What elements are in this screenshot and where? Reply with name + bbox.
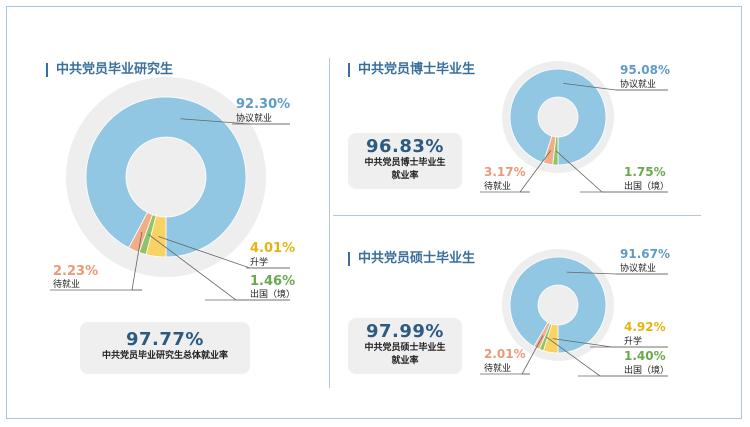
slice-employed: [509, 68, 607, 166]
data-label-abroad: 1.46%: [250, 274, 295, 289]
category-label-abroad: 出国（境）: [250, 288, 295, 300]
summary-box-doctoral: 96.83% 中共党员博士毕业生 就业率: [348, 133, 462, 189]
summary-label-doctoral-line1: 中共党员博士毕业生: [364, 158, 446, 168]
summary-rate-master: 97.99%: [366, 321, 444, 342]
donut-master: 91.67%协议就业 4.92%升学 1.40%出国（境） 2.01%待就业: [480, 247, 670, 377]
slice-employed: [85, 96, 247, 258]
summary-label-graduate: 中共党员毕业研究生总体就业率: [101, 351, 228, 361]
donut-graduate: 92.30%协议就业 4.01%升学 1.46%出国（境） 2.23%待就业: [50, 77, 295, 301]
data-label-employed: 92.30%: [236, 97, 290, 112]
outer-frame: [6, 6, 742, 419]
slice-pending: [128, 211, 154, 253]
category-label-abroad: 出国（境）: [624, 180, 669, 192]
summary-box-graduate: 97.77% 中共党员毕业研究生总体就业率: [80, 322, 250, 374]
category-label-pending: 待就业: [484, 180, 511, 192]
summary-rate-graduate: 97.77%: [126, 329, 204, 350]
category-label-further_study: 升学: [624, 335, 642, 347]
category-label-employed: 协议就业: [620, 78, 656, 90]
data-label-pending: 3.17%: [484, 165, 526, 179]
data-label-further_study: 4.92%: [624, 320, 666, 334]
data-label-employed: 95.08%: [620, 63, 670, 77]
category-label-pending: 待就业: [53, 278, 80, 290]
chart-title-doctoral: 中共党员博士毕业生: [348, 63, 475, 77]
summary-label-doctoral-line2: 就业率: [391, 171, 419, 181]
category-label-further_study: 升学: [250, 256, 268, 268]
summary-box-master: 97.99% 中共党员硕士毕业生 就业率: [348, 318, 462, 374]
slice-employed: [509, 256, 607, 354]
horizontal-divider: [333, 215, 701, 216]
category-label-employed: 协议就业: [236, 112, 272, 124]
chart-title-master: 中共党员硕士毕业生: [348, 252, 475, 266]
category-label-pending: 待就业: [484, 362, 511, 374]
summary-label-master-line1: 中共党员硕士毕业生: [364, 343, 446, 353]
slice-pending: [542, 135, 557, 166]
chart-title-graduate: 中共党员毕业研究生: [46, 63, 173, 77]
data-label-pending: 2.23%: [53, 264, 98, 279]
category-label-abroad: 出国（境）: [624, 364, 669, 376]
data-label-pending: 2.01%: [484, 347, 526, 361]
category-label-employed: 协议就业: [620, 262, 656, 274]
data-label-abroad: 1.75%: [624, 165, 666, 179]
data-label-further_study: 4.01%: [250, 241, 295, 256]
data-label-employed: 91.67%: [620, 247, 670, 261]
donut-doctoral: 95.08%协议就业 1.75%出国（境） 3.17%待就业: [480, 61, 670, 193]
slice-pending: [533, 321, 551, 350]
summary-rate-doctoral: 96.83%: [366, 136, 444, 157]
summary-label-master-line2: 就业率: [391, 356, 419, 366]
vertical-divider: [329, 58, 330, 388]
data-label-abroad: 1.40%: [624, 349, 666, 363]
